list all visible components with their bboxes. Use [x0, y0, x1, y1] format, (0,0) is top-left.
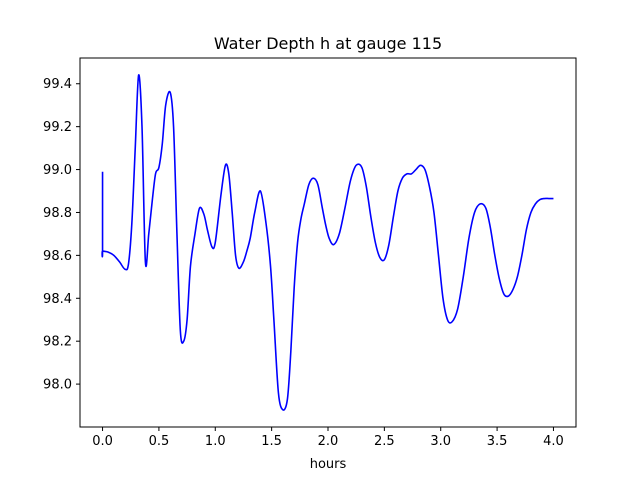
- y-axis-ticks: 98.0 98.2 98.4 98.6 98.8 99.0 99.2 99.4: [43, 77, 80, 393]
- x-tick-label: 3.5: [487, 434, 508, 449]
- x-tick-label: 1.5: [261, 434, 282, 449]
- series-line-0: [101, 74, 554, 411]
- plot-area: [80, 58, 576, 427]
- x-tick-label: 3.0: [430, 434, 451, 449]
- x-axis-label: hours: [310, 457, 347, 472]
- y-tick-label: 99.2: [43, 120, 72, 135]
- y-tick-label: 98.6: [43, 249, 72, 264]
- x-tick-label: 2.5: [374, 434, 395, 449]
- chart-title: Water Depth h at gauge 115: [214, 34, 442, 53]
- y-tick-label: 98.2: [43, 335, 72, 350]
- x-tick-label: 1.0: [205, 434, 226, 449]
- y-tick-label: 98.8: [43, 206, 72, 221]
- x-tick-label: 0.0: [92, 434, 113, 449]
- x-tick-label: 2.0: [318, 434, 339, 449]
- x-axis-ticks: 0.0 0.5 1.0 1.5 2.0 2.5 3.0 3.5 4.0: [92, 427, 564, 449]
- y-tick-label: 98.0: [43, 378, 72, 393]
- y-tick-label: 99.4: [43, 77, 72, 92]
- y-tick-label: 99.0: [43, 163, 72, 178]
- x-tick-label: 0.5: [149, 434, 170, 449]
- x-tick-label: 4.0: [543, 434, 564, 449]
- series-layer: [101, 74, 554, 411]
- y-tick-label: 98.4: [43, 292, 72, 307]
